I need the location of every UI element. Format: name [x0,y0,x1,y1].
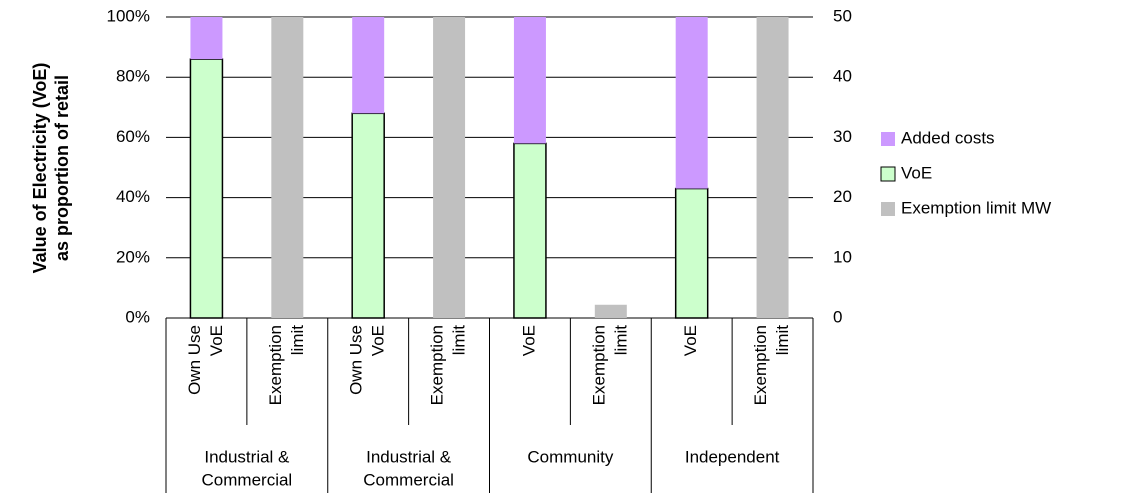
bar-segment [674,187,709,319]
bar-segment [513,142,547,319]
bar-segment [190,17,223,60]
x-tick-label: Exemption limit [751,325,792,406]
y-axis-title-line: Value of Electricity (VoE) [30,63,50,274]
y2-tick-label: 50 [833,6,852,25]
x-tick-label: Own Use VoE [347,325,388,395]
x-tick-label: VoE [519,325,538,356]
group-label: Independent [685,447,780,466]
bar-segment [352,17,385,114]
x-tick-label: Exemption limit [266,325,307,406]
legend-label: Exemption limit MW [901,198,1051,217]
y-tick-label: 80% [116,67,150,86]
legend-swatch [881,132,895,146]
group-label: Industrial & [366,447,452,466]
x-tick-label-line: Exemption [751,325,770,405]
x-tick-label: Exemption limit [428,325,469,406]
legend-label: Added costs [901,128,995,147]
bar [594,304,627,318]
y-axis-title-line: as proportion of retail [52,75,72,261]
x-tick-label-line: VoE [369,325,388,356]
x-tick-label-line: VoE [519,325,538,356]
bar [756,17,789,318]
y-tick-label: 60% [116,127,150,146]
x-tick-label-line: Own Use [347,325,366,395]
legend-swatch [881,202,895,216]
bar [433,17,466,318]
y-tick-label: 100% [107,6,150,25]
y-tick-label: 20% [116,247,150,266]
x-tick-label-line: limit [450,325,469,355]
y2-tick-label: 10 [833,247,852,266]
x-tick-label-line: limit [288,325,307,355]
x-tick-label-line: Exemption [428,325,447,405]
legend-label: VoE [901,163,932,182]
x-tick-label-line: limit [773,325,792,355]
y2-tick-label: 30 [833,127,852,146]
x-tick-label: Exemption limit [589,325,630,406]
y2-tick-label: 0 [833,307,842,326]
bar-segment [675,17,708,189]
x-tick-label: Own Use VoE [185,325,226,395]
x-tick-label: VoE [681,325,700,356]
group-label: Commercial [202,470,293,489]
y2-tick-label: 20 [833,187,852,206]
bar-segment [189,58,224,319]
x-tick-label-line: Exemption [589,325,608,405]
y-tick-label: 40% [116,187,150,206]
bar-segment [351,112,385,319]
x-tick-label-line: Own Use [185,325,204,395]
group-label: Industrial & [204,447,290,466]
legend-swatch [880,166,896,182]
x-tick-label-line: Exemption [266,325,285,405]
y-tick-label: 0% [125,307,150,326]
y2-tick-label: 40 [833,67,852,86]
bar [271,17,304,318]
bar-segment [513,17,546,144]
x-tick-label-line: limit [611,325,630,355]
group-label: Community [527,447,613,466]
x-tick-label-line: VoE [207,325,226,356]
x-tick-label-line: VoE [681,325,700,356]
group-label: Commercial [363,470,454,489]
y-axis-title: Value of Electricity (VoE) as proportion… [30,63,72,274]
